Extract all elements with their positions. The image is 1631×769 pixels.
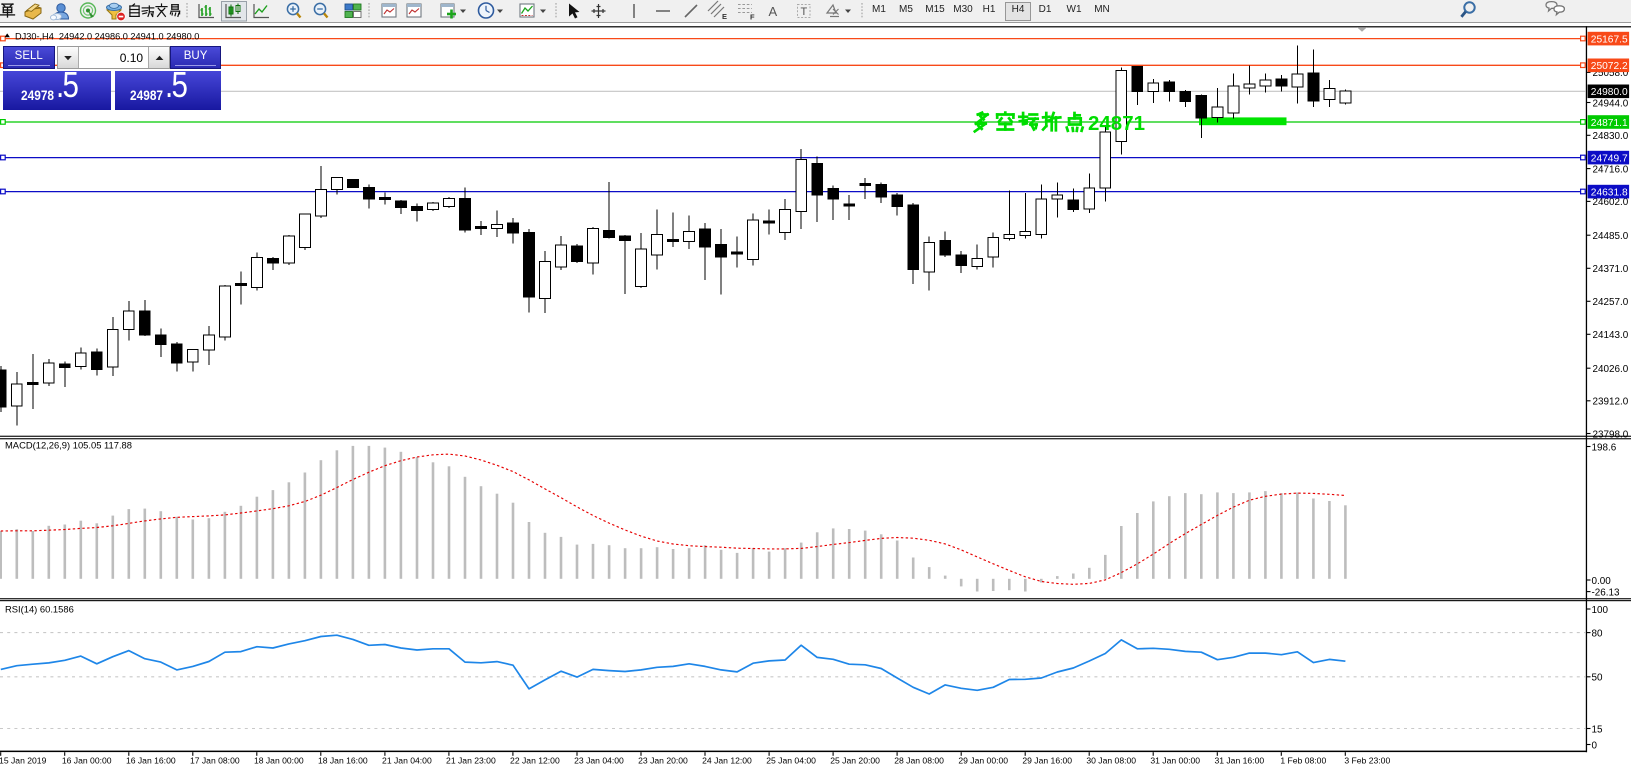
svg-text:DJ30-,H4 24942.0 24986.0 2494: DJ30-,H4 24942.0 24986.0 24941.0 24980.0 xyxy=(15,31,199,41)
svg-text:A: A xyxy=(769,4,778,19)
svg-text:24980.0: 24980.0 xyxy=(1591,87,1628,98)
svg-text:17 Jan 08:00: 17 Jan 08:00 xyxy=(190,755,240,765)
svg-text:25072.2: 25072.2 xyxy=(1591,61,1628,72)
svg-text:24257.0: 24257.0 xyxy=(1593,297,1629,308)
svg-text:22 Jan 12:00: 22 Jan 12:00 xyxy=(510,755,560,765)
svg-text:24631.8: 24631.8 xyxy=(1591,188,1628,199)
svg-text:29 Jan 16:00: 29 Jan 16:00 xyxy=(1022,755,1072,765)
svg-text:18 Jan 16:00: 18 Jan 16:00 xyxy=(318,755,368,765)
svg-text:T: T xyxy=(801,6,808,18)
svg-text:E: E xyxy=(722,12,727,21)
svg-text:23912.0: 23912.0 xyxy=(1593,397,1629,408)
svg-text:F: F xyxy=(750,13,755,22)
svg-text:198.6: 198.6 xyxy=(1592,442,1617,453)
svg-text:25058.0: 25058.0 xyxy=(1593,68,1629,79)
svg-text:31 Jan 16:00: 31 Jan 16:00 xyxy=(1214,755,1264,765)
svg-text:24485.0: 24485.0 xyxy=(1593,231,1629,242)
svg-text:29 Jan 00:00: 29 Jan 00:00 xyxy=(958,755,1008,765)
svg-text:50: 50 xyxy=(1592,673,1603,684)
svg-text:25 Jan 20:00: 25 Jan 20:00 xyxy=(830,755,880,765)
svg-text:23798.0: 23798.0 xyxy=(1593,429,1629,440)
svg-text:-26.13: -26.13 xyxy=(1592,587,1621,598)
svg-text:0: 0 xyxy=(1592,740,1598,751)
svg-text:24716.0: 24716.0 xyxy=(1593,164,1629,175)
svg-text:21 Jan 04:00: 21 Jan 04:00 xyxy=(382,755,432,765)
svg-text:100: 100 xyxy=(1592,605,1609,616)
svg-text:16 Jan 16:00: 16 Jan 16:00 xyxy=(126,755,176,765)
svg-text:24026.0: 24026.0 xyxy=(1593,364,1629,375)
svg-text:24830.0: 24830.0 xyxy=(1593,131,1629,142)
svg-text:25167.5: 25167.5 xyxy=(1591,35,1628,46)
svg-text:24371.0: 24371.0 xyxy=(1593,264,1629,275)
svg-text:24944.0: 24944.0 xyxy=(1593,98,1629,109)
svg-text:18 Jan 00:00: 18 Jan 00:00 xyxy=(254,755,304,765)
svg-text:23 Jan 04:00: 23 Jan 04:00 xyxy=(574,755,624,765)
svg-text:24 Jan 12:00: 24 Jan 12:00 xyxy=(702,755,752,765)
svg-text:15 Jan 2019: 15 Jan 2019 xyxy=(0,755,47,765)
svg-text:21 Jan 23:00: 21 Jan 23:00 xyxy=(446,755,496,765)
svg-text:30 Jan 08:00: 30 Jan 08:00 xyxy=(1086,755,1136,765)
svg-text:15: 15 xyxy=(1592,724,1603,735)
svg-text:31 Jan 00:00: 31 Jan 00:00 xyxy=(1150,755,1200,765)
svg-text:3 Feb 23:00: 3 Feb 23:00 xyxy=(1344,755,1390,765)
svg-text:28 Jan 08:00: 28 Jan 08:00 xyxy=(894,755,944,765)
svg-text:0.00: 0.00 xyxy=(1592,576,1612,587)
svg-text:RSI(14) 60.1586: RSI(14) 60.1586 xyxy=(5,604,74,615)
svg-text:80: 80 xyxy=(1592,628,1603,639)
svg-text:23 Jan 20:00: 23 Jan 20:00 xyxy=(638,755,688,765)
svg-text:24871.1: 24871.1 xyxy=(1591,118,1628,129)
svg-text:24143.0: 24143.0 xyxy=(1593,330,1629,341)
svg-text:24871: 24871 xyxy=(1088,112,1145,135)
svg-text:1 Feb 08:00: 1 Feb 08:00 xyxy=(1280,755,1326,765)
svg-text:24749.7: 24749.7 xyxy=(1591,154,1628,165)
svg-text:24602.0: 24602.0 xyxy=(1593,197,1629,208)
svg-text:MACD(12,26,9) 105.05 117.88: MACD(12,26,9) 105.05 117.88 xyxy=(5,439,132,450)
svg-text:16 Jan 00:00: 16 Jan 00:00 xyxy=(62,755,112,765)
svg-text:25 Jan 04:00: 25 Jan 04:00 xyxy=(766,755,816,765)
